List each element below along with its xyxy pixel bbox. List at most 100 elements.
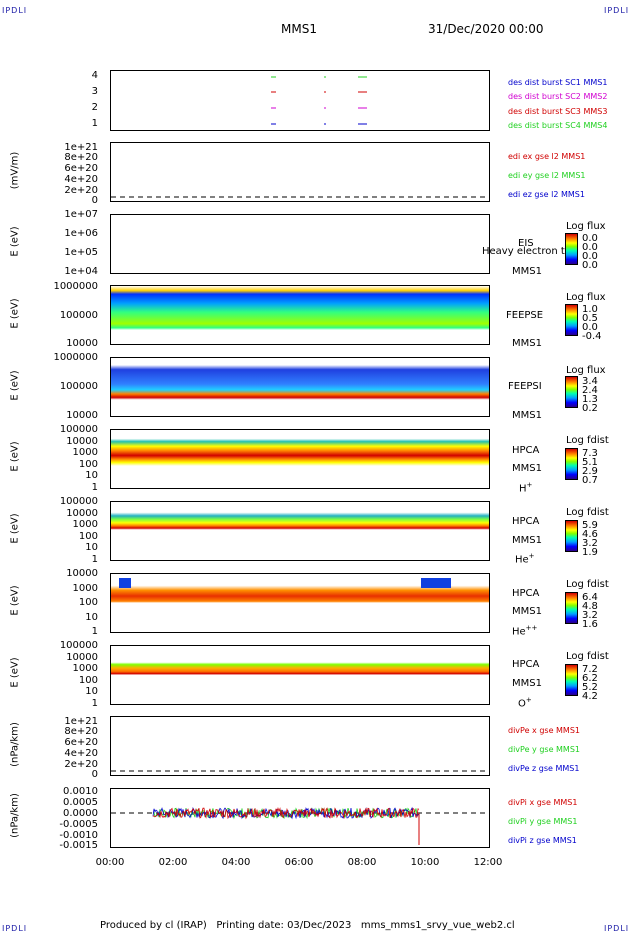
panel-hpca-h (110, 429, 490, 489)
colorbar-value: 0.7 (582, 475, 598, 486)
panel-hpca-he2 (110, 573, 490, 633)
colorbar (565, 304, 578, 336)
divpi-plot (111, 806, 489, 845)
colorbar-title: Log fdist (566, 435, 609, 446)
corner-label-top-right: IPDLI (604, 6, 630, 15)
tick-y: 100 (78, 597, 98, 608)
legend-entry: divPe z gse MMS1 (508, 764, 580, 773)
tick-y: 1e+04 (64, 266, 98, 277)
tick-y: 1000 (72, 583, 98, 594)
colorbar-value: 6.4 (582, 592, 598, 603)
legend-entry: divPi z gse MMS1 (508, 836, 577, 845)
tick-y: 10000 (66, 410, 98, 421)
tick-y: 0.0010 (63, 786, 98, 797)
corner-label-top-left: IPDLI (2, 6, 28, 15)
spacecraft-label: MMS1 (512, 678, 542, 689)
spacecraft-label: MMS1 (512, 606, 542, 617)
panel-des-dist-burst (110, 70, 490, 131)
tick-y: 100000 (59, 381, 98, 392)
species-label: He+ (515, 552, 535, 566)
legend-entry: edi ey gse l2 MMS1 (508, 171, 586, 180)
panel-eis (110, 214, 490, 274)
tick-y: 100000 (59, 496, 98, 507)
tick-y: 1e+05 (64, 247, 98, 258)
colorbar-title: Log fdist (566, 507, 609, 518)
colorbar-value: 1.6 (582, 619, 598, 630)
species-label: O+ (518, 696, 532, 710)
tick-y: 10000 (66, 338, 98, 349)
series-line (152, 807, 420, 820)
tick-x: 04:00 (221, 857, 251, 868)
instrument-label: HPCA (512, 588, 540, 599)
legend-entry: divPe x gse MMS1 (508, 726, 580, 735)
tick-y: 1 (91, 626, 98, 637)
species-label: H+ (519, 481, 533, 495)
tick-y: 100 (78, 531, 98, 542)
instrument-label: FEEPSI (508, 381, 542, 392)
axis-label-y: E (eV) (9, 226, 21, 257)
legend-entry: des dist burst SC4 MMS4 (508, 121, 608, 130)
instrument-label: HPCA (512, 516, 540, 527)
tick-y: 3 (91, 86, 98, 97)
panel-divpe (110, 716, 490, 776)
tick-y: 10000 (66, 436, 98, 447)
tick-x: 12:00 (473, 857, 503, 868)
tick-y: 1 (91, 554, 98, 565)
footer-text: Produced by cl (IRAP) Printing date: 03/… (100, 920, 515, 931)
tick-y: 10 (85, 542, 98, 553)
instrument-label: FEEPSE (506, 310, 544, 321)
tick-y: 8e+20 (64, 152, 98, 163)
tick-y: 0 (91, 769, 98, 780)
legend-entry: des dist burst SC2 MMS2 (508, 92, 608, 101)
tick-y: 4e+20 (64, 748, 98, 759)
tick-y: 1 (91, 118, 98, 129)
tick-y: 1000 (72, 663, 98, 674)
panel-feeps-i (110, 357, 490, 417)
tick-y: 6e+20 (64, 737, 98, 748)
legend-entry: des dist burst SC3 MMS3 (508, 107, 608, 116)
axis-label-y: (nPa/km) (9, 722, 21, 767)
spacecraft-label: MMS1 (512, 463, 542, 474)
colorbar-value: 2.4 (582, 385, 598, 396)
tick-y: 1000 (72, 519, 98, 530)
tick-x: 06:00 (284, 857, 314, 868)
legend-entry: divPi x gse MMS1 (508, 798, 578, 807)
colorbar-value: 4.8 (582, 601, 598, 612)
colorbar-value: 6.2 (582, 673, 598, 684)
tick-x: 02:00 (158, 857, 188, 868)
tick-y: 1e+21 (64, 142, 98, 153)
colorbar (565, 448, 578, 480)
colorbar-title: Log fdist (566, 579, 609, 590)
axis-label-y: (mV/m) (9, 151, 21, 190)
tick-y: 0 (91, 195, 98, 206)
tick-y: 100000 (59, 424, 98, 435)
spacecraft-label: MMS1 (512, 266, 542, 277)
axis-label-y: E (eV) (9, 298, 21, 329)
colorbar-value: 1.0 (582, 304, 598, 315)
tick-y: 2e+20 (64, 759, 98, 770)
tick-y: 0.0000 (63, 808, 98, 819)
axis-label-y: (nPa/km) (9, 793, 21, 838)
spacecraft-label: MMS1 (512, 410, 542, 421)
colorbar (565, 592, 578, 624)
tick-y: -0.0015 (59, 840, 98, 851)
corner-label-bottom-left: IPDLI (2, 924, 28, 933)
axis-label-y: E (eV) (9, 657, 21, 688)
colorbar-value: 0.0 (582, 242, 598, 253)
colorbar-value: 7.2 (582, 664, 598, 675)
tick-y: 10000 (66, 568, 98, 579)
des-dist-burst-plot (271, 76, 367, 125)
colorbar-value: 0.0 (582, 233, 598, 244)
species-label: He++ (512, 624, 538, 638)
series-line (152, 807, 420, 820)
colorbar-value: 5.2 (582, 682, 598, 693)
colorbar-value: 3.2 (582, 538, 598, 549)
instrument-label: HPCA (512, 659, 540, 670)
axis-label-y: E (eV) (9, 370, 21, 401)
tick-y: 10 (85, 686, 98, 697)
tick-y: 10000 (66, 652, 98, 663)
tick-y: 1e+21 (64, 716, 98, 727)
header-mission: MMS1 (281, 22, 317, 36)
axis-label-y: E (eV) (9, 585, 21, 616)
legend-entry: edi ez gse l2 MMS1 (508, 190, 585, 199)
